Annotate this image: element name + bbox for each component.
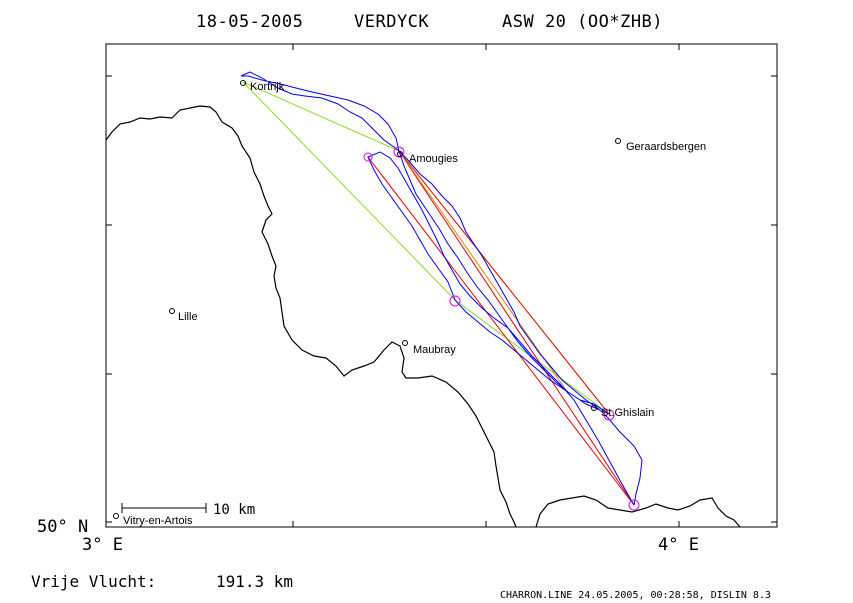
place-dot-amougies <box>397 151 403 157</box>
place-label-vitry: Vitry-en-Artois <box>123 515 193 527</box>
flight-track <box>240 71 643 506</box>
place-label-geraardsbergen: Geraardsbergen <box>626 141 706 153</box>
place-dot-maubray <box>402 340 408 346</box>
lon-axis-label-right: 4° E <box>658 535 699 555</box>
turnpoint-west <box>363 152 373 162</box>
place-dot-st-ghislain <box>591 405 597 411</box>
leg-green <box>242 81 610 415</box>
map-frame <box>105 43 778 528</box>
glider-type: ASW 20 (OO*ZHB) <box>502 12 663 32</box>
country-border <box>105 105 517 528</box>
distance-label: Vrije Vlucht: <box>31 572 156 591</box>
turnpoints <box>363 146 640 511</box>
software-credit: CHARRON.LINE 24.05.2005, 00:28:58, DISLI… <box>500 590 771 601</box>
place-label-lille: Lille <box>178 311 198 323</box>
country-border-south <box>535 495 741 528</box>
scale-bar-label: 10 km <box>213 502 255 518</box>
pilot-name: VERDYCK <box>354 12 429 32</box>
place-markers <box>113 80 621 519</box>
leg-red <box>367 150 635 506</box>
place-dot-lille <box>169 308 175 314</box>
turnpoint-mid <box>449 295 461 307</box>
place-label-maubray: Maubray <box>413 344 456 356</box>
place-label-st-ghislain: St.Ghislain <box>601 407 654 419</box>
turnpoint-south <box>628 499 640 511</box>
place-dot-kortrijk <box>240 80 246 86</box>
place-dot-vitry <box>113 513 119 519</box>
lat-axis-label: 50° N <box>37 517 88 537</box>
task-legs <box>242 81 635 506</box>
scale-bar <box>121 503 207 513</box>
leg-orange <box>398 150 567 391</box>
turnpoint-st-ghislain <box>603 409 615 421</box>
tick-marks <box>106 44 777 527</box>
distance-value: 191.3 km <box>216 572 293 591</box>
lon-axis-label-left: 3° E <box>82 535 123 555</box>
place-dot-geraardsbergen <box>615 138 621 144</box>
flight-date: 18-05-2005 <box>196 12 303 32</box>
place-label-amougies: Amougies <box>409 153 458 165</box>
place-label-kortrijk: Kortrijk <box>250 81 285 93</box>
turnpoint-amougies <box>393 146 405 158</box>
